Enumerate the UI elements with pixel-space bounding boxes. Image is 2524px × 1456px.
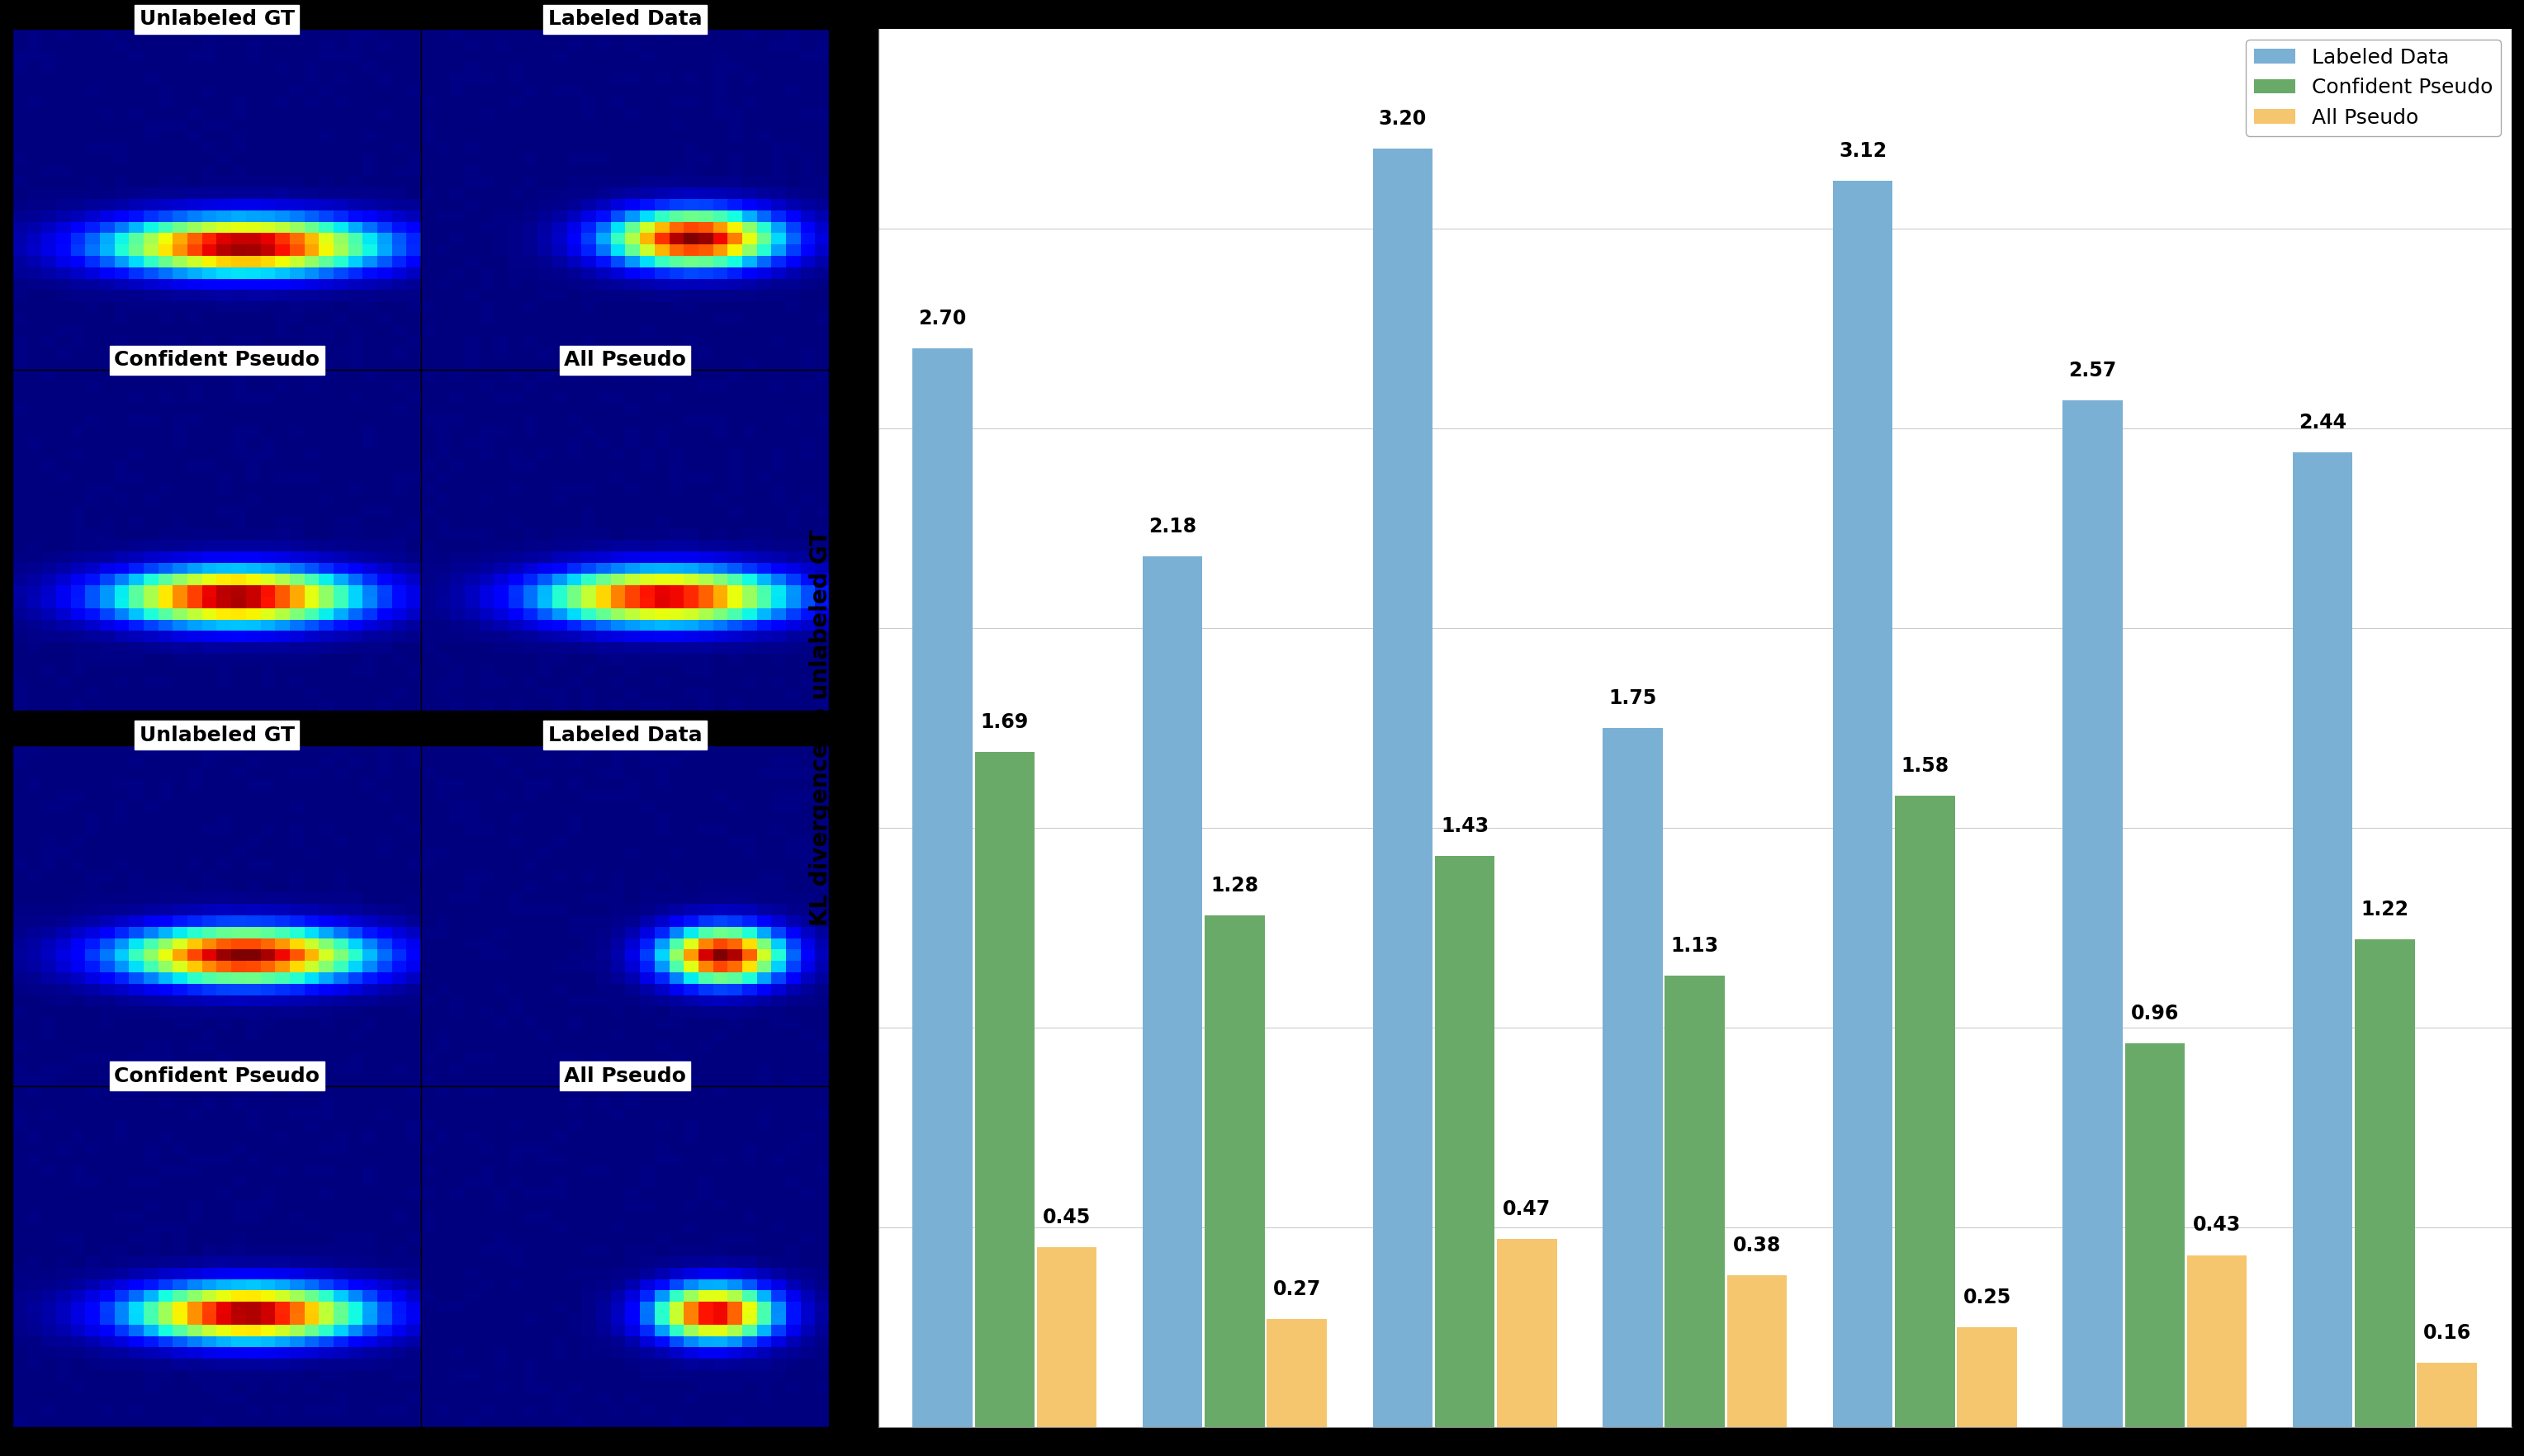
Text: 1.28: 1.28 xyxy=(1212,877,1259,895)
Bar xyxy=(1666,976,1724,1427)
Text: 1.22: 1.22 xyxy=(2360,900,2408,920)
Text: 0.38: 0.38 xyxy=(1734,1235,1782,1255)
Bar xyxy=(2292,453,2352,1427)
Text: 0.45: 0.45 xyxy=(1042,1207,1090,1227)
Title: Labeled Data: Labeled Data xyxy=(548,9,702,29)
Text: 0.96: 0.96 xyxy=(2130,1003,2178,1024)
Text: 3.12: 3.12 xyxy=(1837,141,1888,162)
Text: 3.20: 3.20 xyxy=(1378,109,1426,130)
Bar xyxy=(1832,181,1893,1427)
Title: Confident Pseudo: Confident Pseudo xyxy=(114,351,321,370)
Text: 1.58: 1.58 xyxy=(1901,756,1949,776)
Title: All Pseudo: All Pseudo xyxy=(563,351,687,370)
Text: 1.75: 1.75 xyxy=(1608,689,1656,708)
Text: 2.18: 2.18 xyxy=(1148,517,1196,536)
Bar xyxy=(1267,1319,1328,1427)
Text: 0.16: 0.16 xyxy=(2423,1324,2471,1342)
Text: 1.43: 1.43 xyxy=(1441,815,1489,836)
Bar xyxy=(1037,1248,1098,1427)
Bar xyxy=(1143,556,1201,1427)
Bar xyxy=(974,751,1035,1427)
Bar xyxy=(914,348,972,1427)
Y-axis label: KL divergence to unlabeled GT: KL divergence to unlabeled GT xyxy=(810,530,833,926)
Bar xyxy=(2355,939,2415,1427)
Text: 0.27: 0.27 xyxy=(1272,1280,1320,1299)
Bar xyxy=(1603,728,1663,1427)
Bar xyxy=(1204,916,1265,1427)
Bar xyxy=(1434,856,1494,1427)
Text: 2.70: 2.70 xyxy=(919,309,967,329)
Legend: Labeled Data, Confident Pseudo, All Pseudo: Labeled Data, Confident Pseudo, All Pseu… xyxy=(2246,39,2501,135)
Bar xyxy=(1373,149,1434,1427)
Bar xyxy=(1956,1326,2017,1427)
Bar xyxy=(1726,1275,1787,1427)
Title: Confident Pseudo: Confident Pseudo xyxy=(114,1066,321,1086)
Title: Unlabeled GT: Unlabeled GT xyxy=(139,725,295,745)
Title: Labeled Data: Labeled Data xyxy=(548,725,702,745)
Title: Unlabeled GT: Unlabeled GT xyxy=(139,9,295,29)
Bar xyxy=(2186,1255,2246,1427)
Text: 1.13: 1.13 xyxy=(1671,936,1719,955)
Title: All Pseudo: All Pseudo xyxy=(563,1066,687,1086)
Bar xyxy=(1497,1239,1557,1427)
Bar xyxy=(2418,1363,2476,1427)
Bar xyxy=(2125,1044,2186,1427)
Text: 0.43: 0.43 xyxy=(2193,1216,2241,1235)
Text: 1.69: 1.69 xyxy=(982,712,1030,732)
Text: 2.57: 2.57 xyxy=(2070,361,2118,380)
Bar xyxy=(1896,796,1954,1427)
Bar xyxy=(2062,400,2123,1427)
Text: 0.25: 0.25 xyxy=(1964,1287,2012,1307)
Text: 0.47: 0.47 xyxy=(1502,1200,1550,1219)
Text: 2.44: 2.44 xyxy=(2299,412,2347,432)
